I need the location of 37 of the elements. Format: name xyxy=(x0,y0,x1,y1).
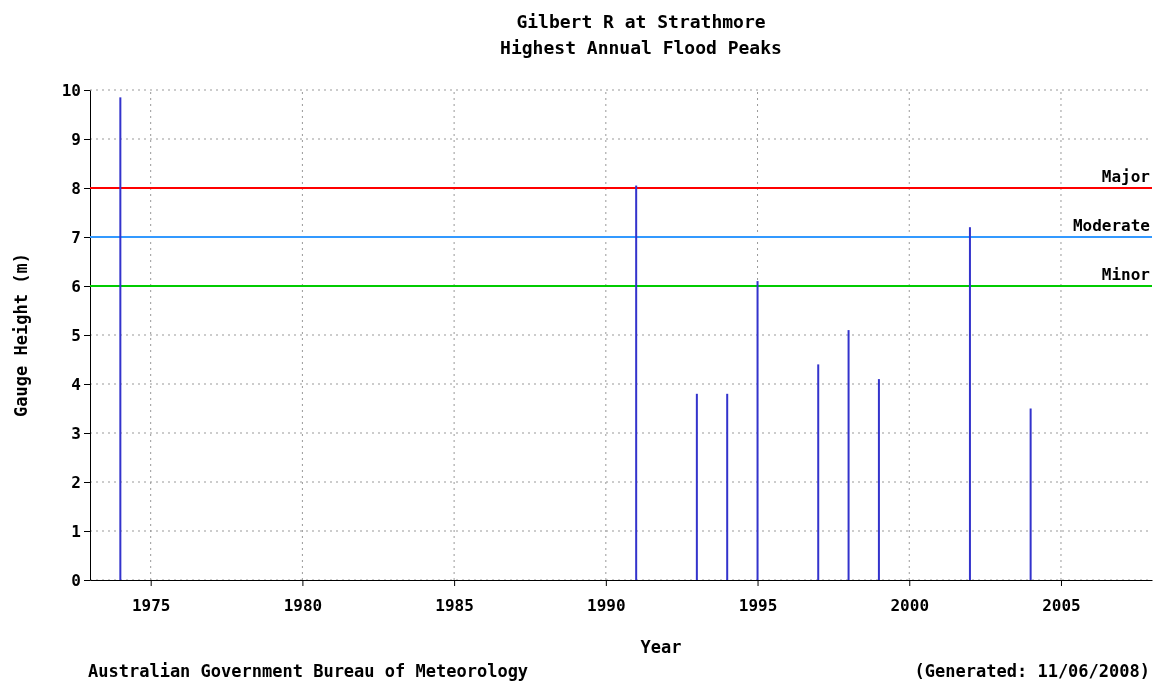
x-tick-label: 1995 xyxy=(738,596,778,616)
x-tick-label: 2005 xyxy=(1042,596,1081,616)
bar xyxy=(695,393,698,580)
ref-line-label: Major xyxy=(1101,167,1150,186)
x-tick-label: 1975 xyxy=(131,596,171,616)
chart-title: Gilbert R at Strathmore xyxy=(516,11,766,32)
text: Australian Government Bureau of Meteorology xyxy=(88,661,529,681)
y-tick-label: 0 xyxy=(71,570,81,590)
x-tick-label: 1990 xyxy=(587,596,626,616)
chart-subtitle: Highest Annual Flood Peaks xyxy=(500,37,782,58)
bar xyxy=(635,185,638,580)
text: (Generated: 11/06/2008) xyxy=(914,661,1150,681)
bar xyxy=(756,281,759,580)
bar xyxy=(119,97,122,580)
y-tick-label: 4 xyxy=(71,374,81,394)
x-tick-label: 1980 xyxy=(283,596,323,616)
bar xyxy=(1029,408,1032,580)
y-tick-label: 2 xyxy=(71,472,81,492)
y-tick-label: 10 xyxy=(61,80,81,100)
bar xyxy=(817,364,820,580)
bar xyxy=(726,393,729,580)
y-axis-title: Gauge Height (m) xyxy=(11,253,31,417)
y-tick-label: 3 xyxy=(71,423,81,443)
bar xyxy=(847,330,850,580)
ref-line-label: Minor xyxy=(1101,265,1150,284)
y-tick-label: 7 xyxy=(71,227,81,247)
y-tick-label: 8 xyxy=(71,178,81,198)
x-tick-label: 2000 xyxy=(890,596,930,616)
ref-line-label: Moderate xyxy=(1072,216,1150,235)
y-tick-label: 9 xyxy=(71,129,81,149)
bar xyxy=(877,379,880,580)
y-tick-label: 1 xyxy=(71,521,81,541)
x-tick-label: 1985 xyxy=(435,596,474,616)
y-tick-label: 6 xyxy=(71,276,81,296)
x-axis-title: Year xyxy=(640,637,682,657)
y-tick-label: 5 xyxy=(71,325,81,345)
bar xyxy=(968,227,971,580)
